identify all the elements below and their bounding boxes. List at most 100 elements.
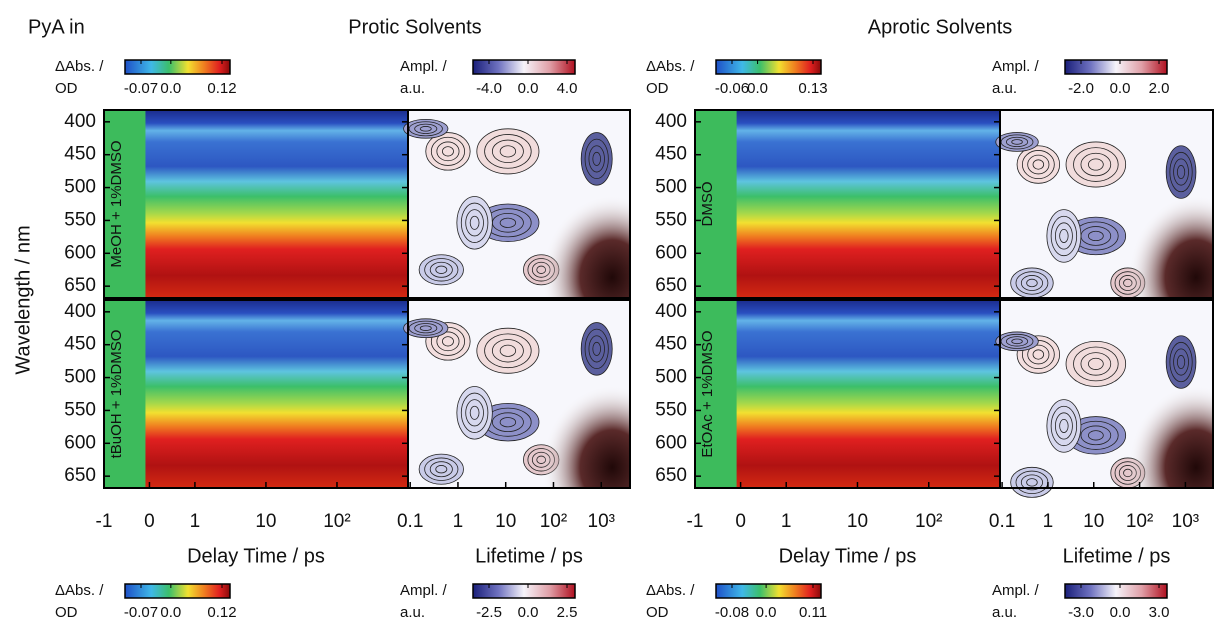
lifetime-contour — [1073, 346, 1119, 382]
lifetime-contour — [1046, 399, 1082, 453]
x-tick-label: 10² — [540, 511, 567, 532]
lifetime-contour — [1080, 152, 1112, 177]
y-axis-label: Wavelength / nm — [12, 225, 34, 374]
y-tick-label: 600 — [655, 242, 687, 263]
lifetime-contour — [1010, 466, 1054, 498]
lifetime-contour — [1027, 154, 1050, 175]
lifetime-contour — [429, 461, 453, 478]
lifetime-contour — [499, 344, 517, 357]
lifetime-contour — [442, 336, 454, 347]
x-axis-label: Lifetime / ps — [1063, 545, 1171, 567]
panel-frame — [103, 299, 631, 489]
colorbar-unit: OD — [55, 604, 78, 621]
lifetime-contour — [465, 209, 484, 237]
y-tick-label: 550 — [64, 209, 96, 230]
lifetime-contour — [588, 335, 605, 363]
lifetime-contour — [995, 331, 1039, 352]
x-tick-label: 10 — [255, 511, 276, 532]
y-tick-label: 600 — [655, 432, 687, 453]
lifetime-contour — [1087, 357, 1104, 370]
lifetime-contour — [1011, 139, 1023, 145]
lifetime-contour — [1165, 145, 1197, 199]
colorbar-tick-label: 3.0 — [1149, 604, 1170, 621]
colorbar-title: Ampl. / — [992, 58, 1040, 75]
lifetime-contour — [442, 146, 454, 157]
solvent-label: EtOAc + 1%DMSO — [699, 330, 716, 457]
lifetime-contour — [1050, 405, 1078, 447]
lifetime-contour — [1080, 425, 1112, 446]
lifetime-contour — [469, 405, 480, 420]
lifetime-contour — [435, 465, 448, 474]
x-tick-label: 10 — [847, 511, 868, 532]
lifetime-contour — [580, 322, 613, 376]
lifetime-dark-region — [541, 194, 630, 298]
lifetime-contour — [1087, 430, 1104, 441]
y-tick-label: 650 — [64, 275, 96, 296]
x-axis-label: Delay Time / ps — [187, 545, 325, 567]
lifetime-contour — [1173, 348, 1189, 376]
y-tick-label: 400 — [655, 111, 687, 132]
lifetime-contour — [1169, 341, 1193, 383]
solvent-label: DMSO — [699, 182, 716, 227]
group-title: Protic Solvents — [348, 16, 481, 38]
lifetime-contour — [1026, 478, 1038, 487]
lifetime-contour — [499, 417, 517, 428]
lifetime-contour — [456, 386, 493, 440]
lifetime-contour — [465, 399, 484, 427]
lifetime-contour — [414, 323, 438, 334]
colorbar-unit: OD — [55, 80, 78, 97]
lifetime-contour — [1005, 336, 1029, 347]
lifetime-contour — [1059, 228, 1069, 243]
colorbar-tick-label: -0.07 — [124, 80, 158, 97]
lifetime-contour — [1010, 267, 1054, 299]
lifetime-contour — [499, 217, 517, 228]
lifetime-contour — [491, 139, 524, 164]
lifetime-contour — [430, 136, 466, 166]
lifetime-contour — [1059, 418, 1069, 433]
colorbar-tick-label: 0.12 — [207, 604, 236, 621]
lifetime-contour — [1046, 209, 1082, 263]
x-tick-label: -1 — [96, 511, 113, 532]
lifetime-contour — [588, 145, 605, 173]
lifetime-contour — [1005, 136, 1029, 148]
colorbar — [715, 59, 822, 75]
panel-frame — [103, 109, 631, 299]
colorbar-tick-label: -2.0 — [1068, 80, 1094, 97]
lifetime-contour — [1011, 338, 1023, 345]
x-tick-label: 10² — [323, 511, 350, 532]
lifetime-contour — [1165, 335, 1197, 389]
colorbar-tick-label: 0.0 — [518, 604, 539, 621]
lifetime-contour — [580, 132, 613, 186]
lifetime-contour — [425, 132, 471, 171]
lifetime-contour — [584, 138, 609, 180]
colorbar-tick-label: 0.0 — [1110, 604, 1131, 621]
colorbar-tick-label: 0.0 — [1110, 80, 1131, 97]
lifetime-contour — [408, 320, 443, 336]
x-tick-label: 1 — [1043, 511, 1054, 532]
y-tick-label: 400 — [655, 301, 687, 322]
lifetime-contour — [499, 145, 517, 158]
lifetime-contour — [1032, 349, 1045, 360]
colorbar — [472, 59, 576, 75]
y-tick-label: 500 — [655, 367, 687, 388]
lifetime-contour — [1080, 352, 1112, 376]
lifetime-contour — [436, 331, 460, 352]
figure-label: PyA in — [28, 16, 85, 38]
colorbar-title: ΔAbs. / — [55, 582, 104, 599]
lifetime-contour — [484, 134, 532, 169]
colorbar-unit: OD — [646, 80, 669, 97]
colorbar-tick-label: -0.06 — [715, 80, 749, 97]
lifetime-contour — [1032, 159, 1045, 170]
y-tick-label: 500 — [64, 367, 96, 388]
x-tick-label: -1 — [687, 511, 704, 532]
lifetime-contour — [460, 202, 489, 243]
abs-map — [736, 110, 1000, 298]
lifetime-contour — [418, 254, 464, 286]
y-tick-label: 650 — [64, 465, 96, 486]
lifetime-contour — [419, 126, 432, 132]
colorbar-title: ΔAbs. / — [646, 582, 695, 599]
colorbar-tick-label: 0.0 — [160, 80, 181, 97]
y-tick-label: 450 — [655, 144, 687, 165]
y-tick-label: 550 — [655, 399, 687, 420]
y-tick-label: 600 — [64, 242, 96, 263]
